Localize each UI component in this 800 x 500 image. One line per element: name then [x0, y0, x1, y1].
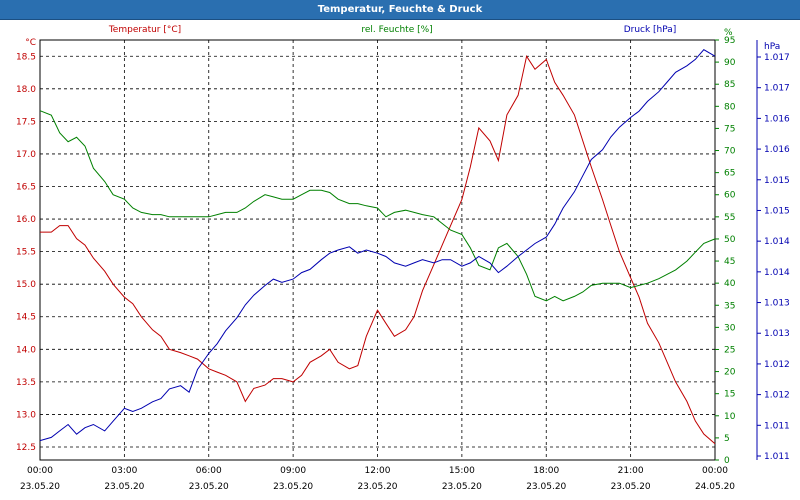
axis-labels: 12.5 13.0 13.5 14.0 14.5 15.0 15.5 16.0 16.5 17.0… [16, 28, 790, 492]
left-tick-label: 15.5 [16, 248, 36, 258]
x-tick-date: 24.05.20 [695, 482, 735, 492]
x-tick-date: 23.05.20 [273, 482, 313, 492]
window-title: Temperatur, Feuchte & Druck [0, 0, 800, 20]
right2-tick-label: 1.011 [764, 452, 790, 462]
right1-tick-label: 60 [724, 191, 736, 201]
right1-tick-label: 85 [724, 80, 735, 90]
right1-tick-label: 35 [724, 301, 735, 311]
x-tick-date: 23.05.20 [357, 482, 397, 492]
series-line [40, 55, 716, 445]
right1-tick-label: 75 [724, 124, 735, 134]
right1-tick-label: 95 [724, 36, 735, 46]
right2-tick-label: 1.012 [764, 391, 790, 401]
right1-tick-label: 50 [724, 235, 736, 245]
left-tick-label: 18.5 [16, 52, 36, 62]
legend-label: Temperatur [°C] [108, 25, 181, 35]
left-tick-label: 17.5 [16, 117, 36, 127]
right2-tick-label: 1.014 [764, 237, 790, 247]
right1-tick-label: 40 [724, 279, 736, 289]
right2-tick-label: 1.016 [764, 145, 790, 155]
x-tick-time: 15:00 [449, 466, 475, 476]
x-tick-date: 23.05.20 [611, 482, 651, 492]
left-tick-label: 16.5 [16, 183, 36, 193]
right1-tick-label: 70 [724, 147, 736, 157]
x-tick-time: 18:00 [533, 466, 559, 476]
plot-frame [39, 39, 716, 461]
right2-tick-label: 1.012 [764, 360, 790, 370]
right2-tick-label: 1.016 [764, 114, 790, 124]
x-tick-time: 00:00 [27, 466, 53, 476]
right1-tick-label: 10 [724, 412, 736, 422]
legend-label: Druck [hPa] [624, 25, 677, 35]
x-tick-date: 23.05.20 [189, 482, 229, 492]
series-line [39, 49, 716, 442]
x-tick-time: 03:00 [111, 466, 137, 476]
right1-tick-label: 0 [724, 456, 730, 466]
x-tick-time: 12:00 [365, 466, 391, 476]
right2-tick-label: 1.013 [764, 299, 790, 309]
right1-axis-unit: % [724, 28, 733, 38]
right1-tick-label: 55 [724, 213, 735, 223]
x-tick-date: 23.05.20 [104, 482, 144, 492]
right1-tick-label: 30 [724, 323, 736, 333]
right2-tick-label: 1.011 [764, 421, 790, 431]
x-tick-date: 23.05.20 [442, 482, 482, 492]
left-tick-label: 18.0 [16, 85, 36, 95]
right1-tick-label: 25 [724, 345, 735, 355]
left-tick-label: 15.0 [16, 280, 36, 290]
x-tick-time: 21:00 [618, 466, 644, 476]
left-tick-label: 14.5 [16, 313, 36, 323]
right2-tick-label: 1.017 [764, 84, 790, 94]
left-tick-label: 14.0 [16, 345, 36, 355]
right2-tick-label: 1.015 [764, 176, 790, 186]
right2-axis-unit: hPa [764, 42, 780, 52]
x-tick-time: 06:00 [196, 466, 222, 476]
right1-tick-label: 45 [724, 257, 735, 267]
legend-label: rel. Feuchte [%] [361, 25, 432, 35]
right2-tick-label: 1.017 [764, 53, 790, 63]
right1-tick-label: 20 [724, 368, 736, 378]
right2-tick-label: 1.015 [764, 206, 790, 216]
left-tick-label: 12.5 [16, 443, 36, 453]
right1-tick-label: 15 [724, 390, 735, 400]
left-tick-label: 13.0 [16, 410, 36, 420]
left-tick-label: 17.0 [16, 150, 36, 160]
x-tick-date: 23.05.20 [20, 482, 60, 492]
right1-tick-label: 5 [724, 434, 730, 444]
x-tick-time: 00:00 [702, 466, 728, 476]
x-tick-time: 09:00 [280, 466, 306, 476]
right2-tick-label: 1.013 [764, 329, 790, 339]
chart-background [0, 20, 800, 500]
right1-tick-label: 80 [724, 102, 736, 112]
left-axis-unit: °C [25, 38, 36, 48]
right2-tick-label: 1.014 [764, 268, 790, 278]
legend: Temperatur [°C] rel. Feuchte [%] Druck [hP… [108, 25, 676, 35]
series-lines [39, 49, 716, 445]
right1-tick-label: 90 [724, 58, 736, 68]
left-tick-label: 13.5 [16, 378, 36, 388]
series-line [39, 110, 716, 302]
weather-chart: 12.5 13.0 13.5 14.0 14.5 15.0 15.5 16.0 16.5 17.0… [0, 20, 800, 500]
right1-tick-label: 65 [724, 169, 735, 179]
left-tick-label: 16.0 [16, 215, 36, 225]
x-tick-date: 23.05.20 [526, 482, 566, 492]
